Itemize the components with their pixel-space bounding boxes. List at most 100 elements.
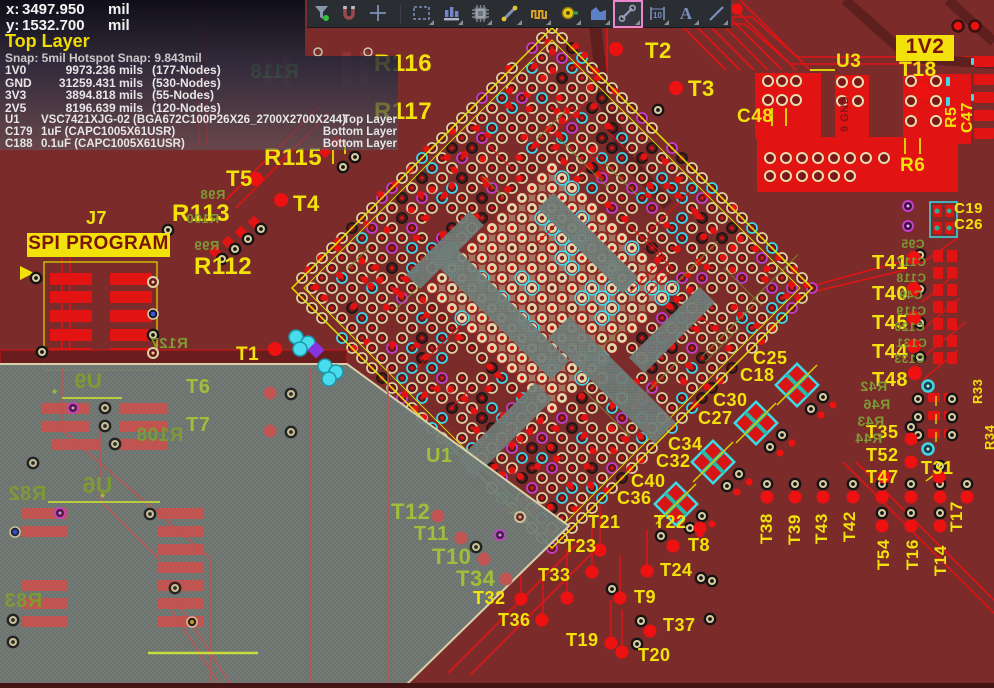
test-pad — [907, 282, 921, 296]
test-pad — [708, 520, 716, 528]
test-pad — [268, 342, 282, 356]
test-pad — [666, 539, 680, 553]
hud-component-row: C179 1uF (CAPC1005X61USR) Bottom Layer — [5, 126, 397, 139]
test-pads[interactable] — [249, 3, 982, 659]
test-pad — [817, 411, 825, 419]
test-pad — [514, 592, 528, 606]
masked-region-patch — [548, 316, 676, 444]
test-pad — [731, 3, 743, 15]
via-array[interactable] — [29, 47, 974, 651]
hud-x-coordinate: x: 3497.950 mil — [6, 1, 130, 18]
test-pad — [760, 490, 774, 504]
masked-region-patch — [457, 382, 553, 478]
test-pad — [907, 311, 921, 325]
tool-marquee-select[interactable] — [409, 2, 434, 26]
hud-net-row: GND 31259.431 mils (530-Nodes) — [5, 75, 221, 90]
test-pad — [249, 172, 263, 186]
tool-crosshair[interactable] — [366, 2, 391, 26]
test-pad — [915, 83, 931, 99]
test-pad — [904, 519, 918, 533]
test-pad — [846, 490, 860, 504]
test-pad — [593, 543, 607, 557]
test-pad — [609, 42, 623, 56]
test-pad — [274, 193, 288, 207]
tool-place-via[interactable] — [556, 2, 582, 26]
toolbar: 10 A — [307, 0, 731, 28]
masked-region-patch — [430, 240, 570, 380]
highlighted-via[interactable] — [292, 341, 308, 357]
test-pad — [615, 645, 629, 659]
test-pad — [454, 531, 468, 545]
hud-net-row: 3V3 3894.818 mils (55-Nodes) — [5, 88, 215, 103]
hud-component-list: U1 VSC7421XJG-02 (BGA672C100P26X26_2700X2… — [5, 114, 397, 151]
tool-polygon-pour[interactable] — [586, 2, 611, 26]
highlighted-via[interactable] — [321, 371, 337, 387]
hud-snap-info: Snap: 5mil Hotspot Snap: 9.843mil — [5, 51, 202, 65]
hud-y-coordinate: y: 1532.700 mil — [6, 17, 130, 34]
capacitors[interactable] — [653, 201, 958, 527]
tool-place-line[interactable] — [704, 2, 729, 26]
test-pad — [816, 490, 830, 504]
test-pad — [788, 439, 796, 447]
test-pad — [263, 386, 277, 400]
masked-region-patch — [628, 286, 716, 374]
tool-place-component[interactable] — [468, 2, 493, 26]
test-pad — [933, 490, 947, 504]
test-pad — [669, 81, 683, 95]
test-pad — [263, 424, 277, 438]
hud-component-row: U1 VSC7421XJG-02 (BGA672C100P26X26_2700X2… — [5, 114, 397, 126]
hud-component-row: C188 0.1uF (CAPC1005X61USR) Bottom Layer — [5, 138, 397, 151]
tool-interactive-tune[interactable] — [527, 2, 552, 26]
test-pad — [613, 591, 627, 605]
test-pad — [560, 591, 574, 605]
test-pad — [907, 339, 921, 353]
test-pad — [696, 530, 704, 538]
svg-text:10: 10 — [653, 11, 662, 20]
test-pad — [733, 488, 741, 496]
tool-measure-line[interactable] — [613, 0, 643, 28]
hud-net-list: 1V0 9973.236 mils (177-Nodes) GND 31259.431 … — [5, 64, 395, 114]
test-pad — [875, 519, 889, 533]
test-pad — [499, 572, 513, 586]
fiducial-marker[interactable] — [307, 341, 325, 359]
test-pad — [908, 366, 922, 380]
hud-net-row: 1V0 9973.236 mils (177-Nodes) — [5, 63, 221, 77]
capacitor-pair-outline — [929, 201, 958, 238]
dim-area-objects[interactable]: ** — [6, 368, 526, 688]
test-pad — [875, 490, 889, 504]
test-pad — [877, 470, 891, 484]
test-pad — [535, 613, 549, 627]
hud-active-layer: Top Layer — [5, 31, 90, 51]
svg-text:*: * — [100, 490, 106, 505]
test-pad — [745, 478, 753, 486]
test-pad — [604, 636, 618, 650]
test-pad — [904, 490, 918, 504]
tool-magnet[interactable] — [338, 2, 363, 26]
test-pad — [968, 19, 982, 33]
test-pad — [907, 251, 921, 265]
test-pad — [829, 401, 837, 409]
svg-text:A: A — [680, 4, 693, 23]
test-pad — [693, 521, 707, 535]
test-pad — [776, 449, 784, 457]
test-pad — [640, 564, 654, 578]
tool-pad-array[interactable] — [439, 2, 464, 26]
svg-text:*: * — [52, 386, 58, 401]
tool-place-dimension[interactable]: 10 — [645, 2, 670, 26]
origin-marker-icon — [20, 266, 34, 280]
masked-region-patch — [406, 211, 484, 289]
test-pad — [788, 490, 802, 504]
test-pad — [477, 552, 491, 566]
test-pad — [643, 624, 657, 638]
test-pad — [585, 565, 599, 579]
tool-place-text[interactable]: A — [674, 2, 700, 26]
board-edge-strip — [0, 683, 994, 688]
test-pad — [431, 509, 445, 523]
test-pad — [904, 455, 918, 469]
tool-filter[interactable] — [309, 2, 334, 26]
tool-interactive-route[interactable] — [497, 2, 523, 26]
masked-region-patch — [537, 192, 639, 294]
test-pad — [951, 19, 965, 33]
